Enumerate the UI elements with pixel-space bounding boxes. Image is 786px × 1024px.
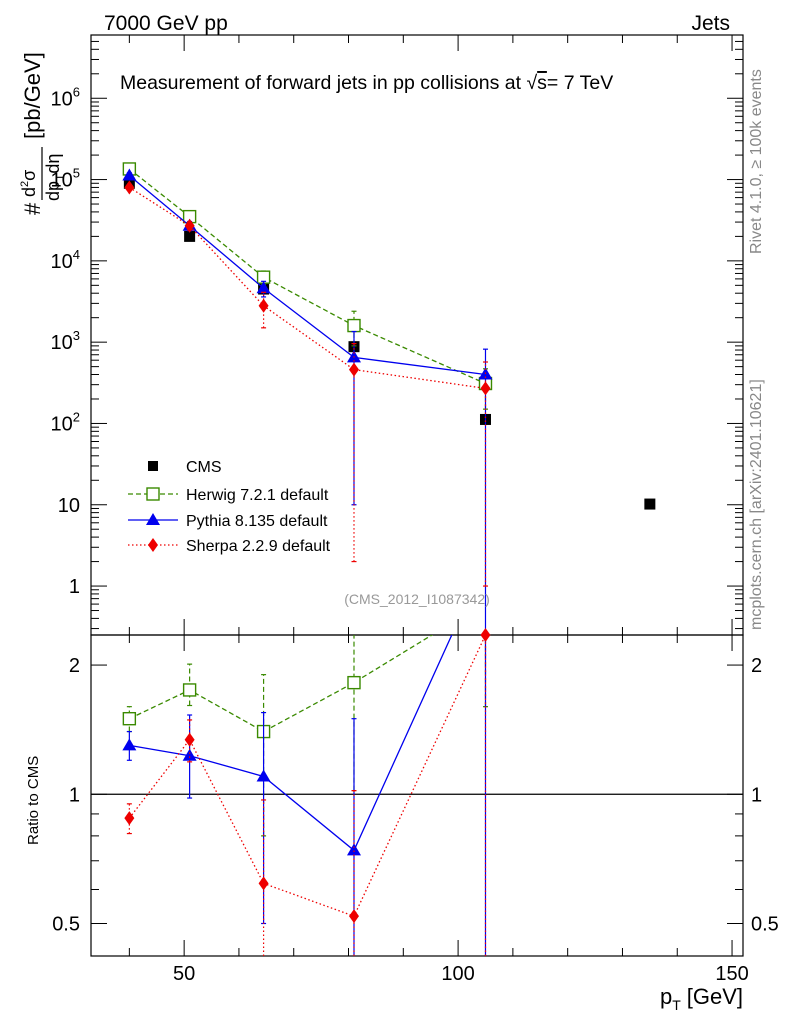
chart-title-sqrt: √ — [526, 72, 537, 94]
series-line — [128, 168, 486, 385]
main-x-ticks — [128, 35, 733, 635]
ratio-y-tick-label: 0.5 — [52, 913, 80, 935]
y-tick-label: 102 — [51, 409, 80, 435]
legend-marker-sherpa — [148, 538, 158, 552]
chart-title-tail: = 7 TeV — [547, 72, 613, 94]
series-line — [129, 186, 486, 390]
data-point-triangle — [122, 168, 137, 181]
data-point-diamond — [258, 876, 269, 891]
chart-title-s: s — [537, 72, 547, 94]
main-y-axis-label: # d2σ dpTdη [pb/GeV] — [19, 52, 67, 215]
chart-title: Measurement of forward jets in pp collis… — [120, 72, 613, 94]
series-line — [129, 635, 434, 733]
y-tick-label: 1 — [69, 576, 80, 598]
y-label-denominator: dpTdη — [43, 154, 67, 201]
legend-marker-pythia — [146, 513, 160, 525]
legend-marker-herwig — [146, 487, 160, 501]
data-point-diamond — [258, 298, 269, 313]
ratio-x-ticks: 50 100 150 — [128, 635, 749, 985]
x-axis-label: pT [GeV] — [660, 984, 743, 1013]
y-tick-label: 106 — [51, 84, 80, 110]
series-sherpa — [124, 180, 491, 587]
analysis-id-label: (CMS_2012_I1087342) — [344, 591, 490, 607]
main-series-group — [122, 162, 656, 635]
data-point-triangle — [256, 281, 271, 294]
y-label-sigma: σ — [19, 170, 39, 181]
data-point-open-square — [182, 683, 197, 697]
series-line — [128, 175, 486, 376]
header-category-label: Jets — [691, 12, 730, 35]
data-point-square — [644, 498, 656, 510]
series-herwig — [122, 162, 493, 410]
data-point-triangle — [256, 769, 271, 782]
x-label-units: [GeV] — [687, 984, 743, 1009]
header-energy-label: 7000 GeV pp — [104, 12, 228, 35]
ratio-y-tick-label-right: 0.5 — [751, 913, 779, 935]
legend-marker-cms — [148, 461, 158, 471]
x-tick-label: 50 — [173, 963, 195, 985]
legend-label-cms: CMS — [186, 459, 222, 476]
y-label-numerator: d2σ — [19, 170, 39, 197]
y-tick-label: 10 — [58, 495, 80, 517]
x-label-sub-t: T — [672, 997, 681, 1013]
y-tick-label: 103 — [51, 328, 80, 354]
y-label-sub-t: T — [53, 173, 67, 181]
data-point-diamond — [184, 218, 195, 233]
data-point-open-square — [347, 675, 361, 690]
data-point-diamond — [480, 628, 491, 642]
data-point-diamond — [184, 732, 195, 747]
series-sherpa — [124, 628, 491, 956]
data-point-diamond — [348, 909, 359, 924]
legend: CMS Herwig 7.2.1 default Pythia 8.135 de… — [128, 459, 331, 555]
series-herwig — [122, 635, 488, 837]
y-label-units: [pb/GeV] — [20, 52, 45, 139]
y-label-sup-2: 2 — [19, 181, 31, 187]
main-y-ticks: 1 10 102 103 104 105 106 — [51, 34, 743, 630]
legend-label-herwig: Herwig 7.2.1 default — [186, 487, 329, 504]
ratio-y-ticks: 0.5 0.5 1 1 2 2 — [52, 655, 779, 935]
data-point-square — [184, 230, 196, 242]
ratio-y-tick-label-right: 1 — [751, 784, 762, 806]
ratio-panel: 50 100 150 0.5 0.5 1 1 2 2 Ratio to CMS pT [GeV] — [25, 628, 779, 1013]
x-tick-label: 100 — [441, 963, 474, 985]
ratio-panel-frame — [90, 634, 744, 957]
chart-title-main: Measurement of forward jets in pp collis… — [120, 72, 526, 94]
ratio-series-group — [122, 628, 491, 956]
y-tick-label: 105 — [51, 166, 80, 192]
data-point-diamond — [348, 362, 359, 377]
side-label-mcplots: mcplots.cern.ch [arXiv:2401.10621] — [748, 379, 765, 630]
data-point-open-square — [347, 318, 361, 333]
ratio-y-tick-label: 1 — [69, 784, 80, 806]
series-pythia — [122, 168, 493, 635]
ratio-y-tick-label-right: 2 — [751, 655, 762, 677]
y-label-hash: # — [20, 202, 45, 215]
legend-label-pythia: Pythia 8.135 default — [186, 513, 328, 530]
data-point-diamond — [480, 381, 491, 396]
x-tick-label: 150 — [715, 963, 748, 985]
data-point-open-square — [122, 711, 137, 726]
y-label-dp: dp — [43, 181, 63, 201]
y-label-d: d — [19, 187, 39, 197]
legend-label-sherpa: Sherpa 2.2.9 default — [186, 538, 331, 555]
ratio-y-tick-label: 2 — [69, 655, 80, 677]
x-label-p: p — [660, 984, 672, 1009]
series-pythia — [122, 635, 487, 956]
y-tick-label: 104 — [51, 247, 80, 273]
side-label-rivet: Rivet 4.1.0, ≥ 100k events — [748, 69, 765, 254]
data-point-diamond — [124, 811, 135, 826]
y-label-deta: dη — [43, 154, 63, 174]
data-point-diamond — [124, 180, 135, 195]
data-point-triangle — [182, 748, 197, 761]
data-point-triangle — [122, 738, 137, 751]
data-point-triangle — [346, 843, 361, 856]
main-panel: 1 10 102 103 104 105 106 Measurement of forwar… — [19, 34, 744, 636]
ratio-y-axis-label: Ratio to CMS — [25, 756, 42, 845]
